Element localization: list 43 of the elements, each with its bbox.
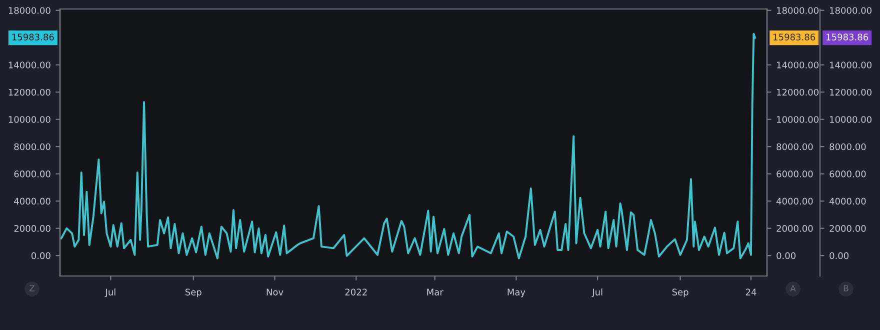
x-tick-label: Mar bbox=[427, 288, 444, 296]
text: 15983.86 bbox=[826, 34, 868, 40]
y-tick-label: 14000.00 bbox=[8, 62, 50, 68]
y3-tick-label: 2000.00 bbox=[830, 225, 866, 232]
text: A bbox=[790, 285, 796, 292]
y3-tick-label: 10000.00 bbox=[830, 116, 872, 123]
y3-tick-label: 0.00 bbox=[830, 252, 849, 260]
y3-tick-label: 8000.00 bbox=[830, 143, 866, 150]
x-tick-label: Sep bbox=[185, 288, 202, 298]
y-tick-label: 18000.00 bbox=[8, 7, 50, 14]
y3-tick-label: 14000.00 bbox=[830, 62, 872, 68]
text: B bbox=[844, 285, 848, 292]
y-tick-label: 10000.00 bbox=[8, 116, 50, 123]
y2-tick-label: 4000.00 bbox=[776, 198, 813, 205]
line-series bbox=[60, 32, 756, 260]
y-tick-label: 8000.00 bbox=[14, 143, 50, 150]
y2-tick-label: 12000.00 bbox=[777, 88, 819, 96]
x-tick-label: 2022 bbox=[345, 288, 367, 296]
x-tick-label: Nov bbox=[266, 288, 284, 296]
y-tick-label: 2000.00 bbox=[14, 225, 50, 232]
y2-tick-label: 8000.00 bbox=[776, 143, 813, 150]
y-tick-label: 6000.00 bbox=[14, 170, 50, 178]
text: 15983.86 bbox=[774, 34, 816, 40]
y2-tick-label: 0.00 bbox=[776, 252, 796, 260]
y3-tick-label: 12000.00 bbox=[830, 88, 872, 96]
y2-tick-label: 14000.00 bbox=[777, 62, 819, 68]
y-tick-label: 4000.00 bbox=[14, 198, 50, 205]
text: 15983.86 bbox=[12, 34, 54, 40]
y2-tick-label: 10000.00 bbox=[777, 116, 819, 123]
y2-tick-label: 2000.00 bbox=[776, 225, 813, 232]
x-tick-label: Jul bbox=[104, 288, 116, 298]
x-tick-label: Jul bbox=[592, 288, 602, 298]
y3-tick-label: 18000.00 bbox=[830, 7, 872, 14]
x-tick-label: May bbox=[508, 288, 526, 298]
x-tick-label: 24 bbox=[746, 288, 756, 296]
x-tick-label: Sep bbox=[672, 288, 688, 298]
y3-tick-label: 4000.00 bbox=[829, 198, 866, 205]
y-tick-label: 12000.00 bbox=[8, 88, 50, 96]
y-tick-label: 0.00 bbox=[31, 252, 50, 260]
text: Z bbox=[30, 285, 34, 292]
y2-tick-label: 6000.00 bbox=[776, 170, 813, 178]
y2-tick-label: 18000.00 bbox=[777, 7, 819, 14]
y3-tick-label: 6000.00 bbox=[830, 170, 866, 178]
